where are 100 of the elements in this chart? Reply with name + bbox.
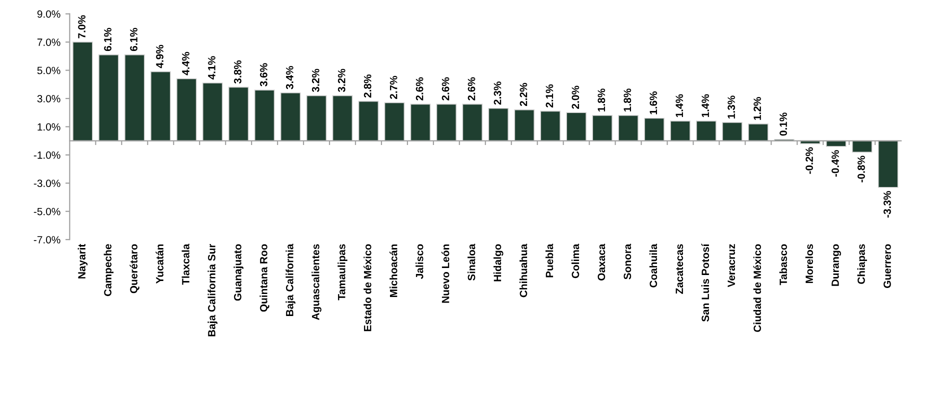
x-tick-label: Durango xyxy=(832,244,842,286)
bar xyxy=(670,120,690,142)
y-tick-label: 5.0% xyxy=(37,66,60,74)
x-tick-label: Sonora xyxy=(624,244,632,280)
data-label: 1.2% xyxy=(754,97,761,120)
x-tick-label: Nuevo León xyxy=(441,244,450,303)
x-tick-label: Morelos xyxy=(805,244,813,284)
bar xyxy=(592,115,612,142)
data-label: 1.8% xyxy=(624,88,632,112)
x-tick-label: Coahuila xyxy=(649,244,658,288)
bar xyxy=(722,122,742,142)
bar xyxy=(514,109,535,142)
x-tick-label: Ciudad de México xyxy=(753,244,762,332)
bar xyxy=(280,92,301,142)
y-tick-label: -3.0% xyxy=(34,180,60,188)
y-tick-label: -7.0% xyxy=(34,236,60,244)
bar xyxy=(72,42,93,142)
bar xyxy=(852,140,872,153)
x-tick-label: Colima xyxy=(571,244,580,278)
x-tick-label: Aguascalientes xyxy=(312,244,322,320)
data-label: 3.6% xyxy=(260,63,268,86)
data-label: -0.2% xyxy=(806,147,813,174)
data-label: 1.4% xyxy=(676,94,684,118)
data-label: 4.9% xyxy=(156,44,164,68)
x-tick-label: Zacatecas xyxy=(676,244,684,294)
data-label: 2.7% xyxy=(390,76,398,99)
y-tick-label: -1.0% xyxy=(34,151,60,159)
x-tick-label: Yucatán xyxy=(156,244,164,284)
x-tick-label: Michoacán xyxy=(390,244,398,297)
data-label: 4.1% xyxy=(208,56,216,80)
data-label: 6.1% xyxy=(130,28,138,52)
y-tick-label: 7.0% xyxy=(37,38,60,46)
data-label: 3.2% xyxy=(338,68,346,92)
bar xyxy=(618,115,638,142)
bar xyxy=(254,90,275,142)
data-label: 1.4% xyxy=(702,94,710,118)
data-label: 3.4% xyxy=(286,66,294,90)
bar xyxy=(202,82,223,142)
x-tick-label: Tlaxcala xyxy=(182,244,190,285)
y-tick-label: 3.0% xyxy=(37,95,60,102)
x-tick-label: Quintana Roo xyxy=(260,244,270,312)
data-label: 2.2% xyxy=(520,82,528,106)
bar xyxy=(462,104,483,142)
data-label: 6.1% xyxy=(104,28,112,52)
x-tick-label: Chiapas xyxy=(857,244,868,284)
data-label: 2.6% xyxy=(442,77,450,100)
data-label: 1.3% xyxy=(728,96,736,118)
bar xyxy=(644,118,664,142)
data-label: 2.1% xyxy=(546,84,554,108)
data-label: 4.4% xyxy=(182,52,190,76)
x-tick-label: Jalisco xyxy=(416,244,424,279)
bar xyxy=(176,78,197,142)
x-tick-label: San Luis Potosí xyxy=(701,244,710,322)
x-tick-label: Puebla xyxy=(546,244,554,278)
x-tick-label: Baja California xyxy=(286,244,296,316)
x-tick-label: Nayarit xyxy=(78,244,88,278)
x-tick-label: Tabasco xyxy=(779,244,788,286)
data-label: 0.1% xyxy=(780,112,788,136)
y-tick-label: -5.0% xyxy=(34,208,60,216)
bar xyxy=(748,123,768,142)
data-label: -0.4% xyxy=(832,150,839,177)
bar xyxy=(306,95,327,142)
x-tick-label: Guanajuato xyxy=(234,244,244,301)
x-tick-label: Guerrero xyxy=(884,244,891,288)
bar xyxy=(566,112,587,142)
bar xyxy=(878,140,898,188)
data-label: 1.8% xyxy=(598,88,606,112)
x-tick-label: Hidalgo xyxy=(494,244,504,282)
bar xyxy=(358,100,379,142)
data-label: 2.8% xyxy=(364,74,372,98)
bar xyxy=(436,104,457,142)
x-tick-label: Veracruz xyxy=(728,244,736,288)
bar xyxy=(384,102,405,142)
x-tick-label: Baja California Sur xyxy=(208,244,218,336)
x-tick-label: Oaxaca xyxy=(598,244,606,280)
data-label: 2.6% xyxy=(468,77,476,100)
y-tick-label: 9.0% xyxy=(37,10,60,18)
x-tick-label: Campeche xyxy=(104,244,114,296)
data-label: -0.8% xyxy=(858,156,865,182)
x-tick-label: Estado de México xyxy=(364,244,372,332)
data-label: 3.2% xyxy=(312,68,320,92)
bar xyxy=(124,54,145,142)
data-label: 2.0% xyxy=(572,86,580,109)
data-label: 3.8% xyxy=(234,60,242,84)
x-tick-label: Sinaloa xyxy=(468,244,476,281)
x-tick-label: Chihuahua xyxy=(520,244,528,298)
bar xyxy=(410,104,431,142)
bar xyxy=(696,120,716,142)
bar xyxy=(228,86,249,142)
bar xyxy=(488,108,509,142)
data-label: 2.3% xyxy=(494,82,502,105)
y-tick-label: 1.0% xyxy=(38,123,60,131)
data-label: -3.3% xyxy=(884,191,891,218)
data-label: 7.0% xyxy=(78,15,86,38)
data-label: 1.6% xyxy=(650,91,658,114)
bar xyxy=(150,71,171,142)
bar xyxy=(332,95,353,142)
x-tick-label: Querétaro xyxy=(130,244,140,294)
bar xyxy=(540,110,561,142)
data-label: 2.6% xyxy=(416,77,424,100)
